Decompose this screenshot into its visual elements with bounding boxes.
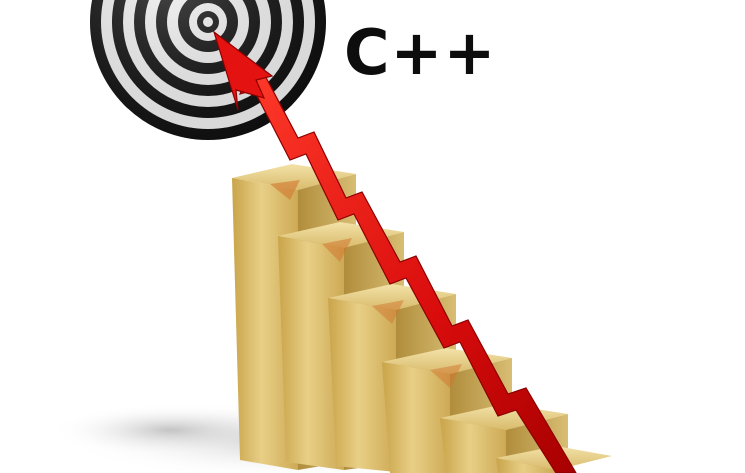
bar-reflection <box>270 180 300 200</box>
bar-reflection <box>430 364 462 388</box>
arrow-graphic <box>212 30 577 473</box>
target-icon <box>90 0 326 140</box>
arrow-shaft <box>238 69 577 473</box>
bar-reflection <box>322 238 352 262</box>
bar-chart-graphic <box>232 164 612 473</box>
bar-reflection <box>372 300 404 324</box>
headline-text: C++ <box>344 16 497 89</box>
arrow-head <box>212 30 274 111</box>
floor-shadow-left <box>50 404 290 456</box>
